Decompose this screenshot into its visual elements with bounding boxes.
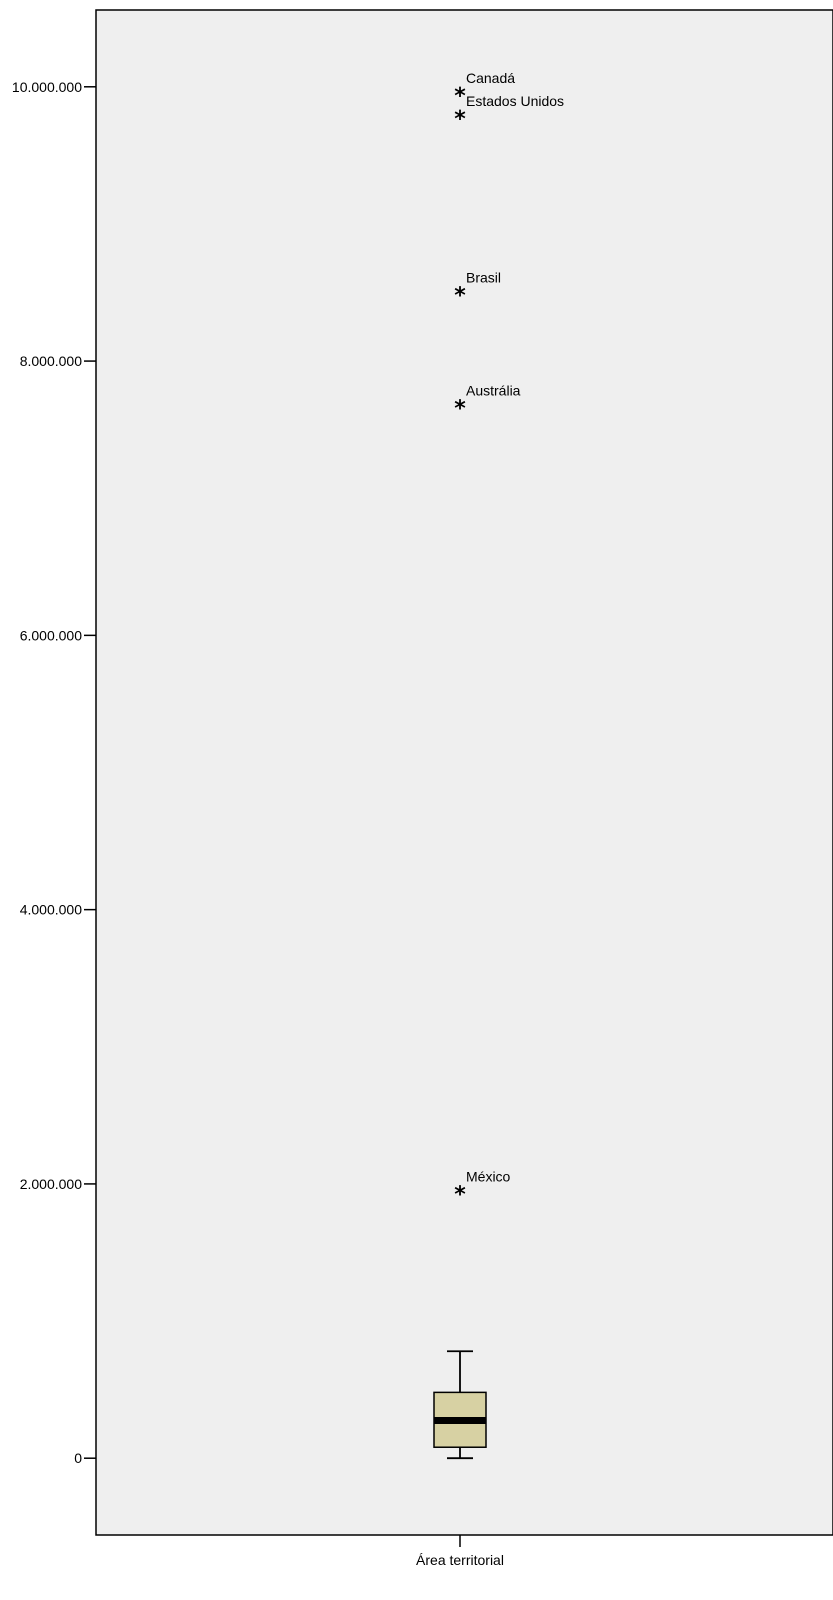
- outlier-marker: *: [454, 107, 466, 132]
- y-tick-label: 0: [74, 1450, 82, 1466]
- box-group: [433, 1350, 487, 1460]
- y-tick-label: 6.000.000: [20, 627, 82, 643]
- outlier-label: Canadá: [466, 70, 515, 86]
- outlier-marker: *: [454, 1182, 466, 1207]
- outlier-label: Estados Unidos: [466, 93, 564, 109]
- outlier-marker: *: [454, 84, 466, 109]
- x-category-label: Área territorial: [416, 1552, 504, 1568]
- outlier-label: México: [466, 1168, 511, 1184]
- x-axis: Área territorial: [416, 1535, 504, 1568]
- outlier-label: Brasil: [466, 269, 501, 285]
- outlier-label: Austrália: [466, 383, 521, 399]
- outliers: *Canadá*Estados Unidos*Brasil*Austrália*…: [454, 70, 564, 1207]
- plot-area: [95, 9, 833, 1536]
- outlier-marker: *: [454, 397, 466, 422]
- y-tick-label: 8.000.000: [20, 353, 82, 369]
- outlier-marker: *: [454, 283, 466, 308]
- y-axis: 0 2.000.000 4.000.000 6.000.000 8.000.000 10.…: [12, 79, 96, 1466]
- y-tick-label: 10.000.000: [12, 79, 82, 95]
- y-tick-label: 2.000.000: [20, 1176, 82, 1192]
- y-tick-label: 4.000.000: [20, 902, 82, 918]
